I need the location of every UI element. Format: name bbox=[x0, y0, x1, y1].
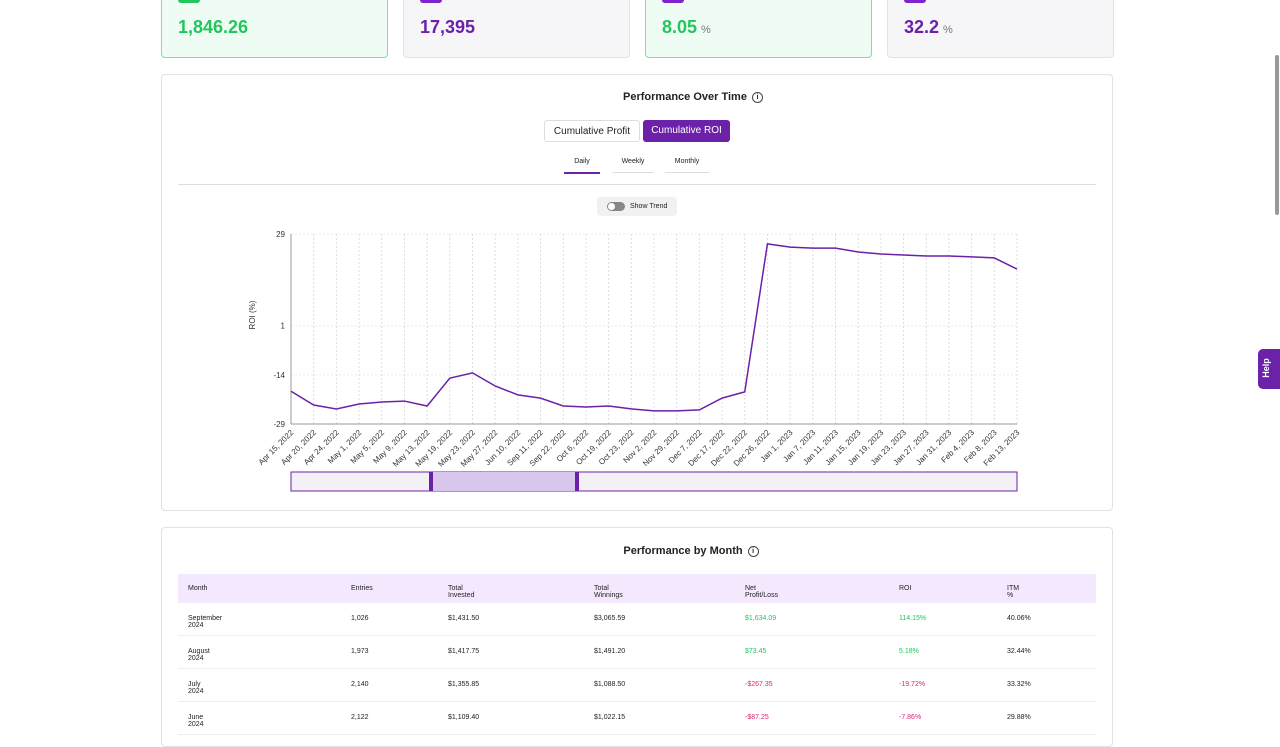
y-tick-label: 1 bbox=[281, 322, 286, 331]
y-tick-label: -29 bbox=[273, 420, 285, 429]
table-cell: $1,431.50 bbox=[448, 615, 480, 622]
table-cell: $1,088.50 bbox=[594, 681, 626, 688]
table-cell: $1,109.40 bbox=[448, 714, 480, 721]
chart-card bbox=[161, 74, 1113, 511]
stat-value: 1,846.26 bbox=[178, 17, 249, 37]
table-cell: $3,065.59 bbox=[594, 615, 626, 622]
tab[interactable]: Weekly bbox=[612, 158, 654, 173]
stat-value: 17,395 bbox=[420, 17, 476, 37]
stat-unit: % bbox=[943, 24, 953, 36]
column-header: ROI bbox=[899, 585, 912, 592]
brush-handle[interactable] bbox=[575, 472, 579, 491]
stat-card: 8.05% bbox=[645, 0, 872, 58]
stat-unit: % bbox=[701, 24, 711, 36]
table-cell: $1,417.75 bbox=[448, 648, 480, 655]
table-header bbox=[178, 574, 1096, 603]
y-axis-label: ROI (%) bbox=[248, 300, 257, 329]
table-cell: $1,355.85 bbox=[448, 681, 480, 688]
stat-value: 32.2 bbox=[904, 17, 940, 37]
table-cell: 1,026 bbox=[351, 615, 369, 622]
column-header: Net Profit/Loss bbox=[745, 585, 779, 599]
roi-button[interactable]: Cumulative ROI bbox=[643, 120, 730, 142]
table-cell: -$267.35 bbox=[745, 681, 773, 688]
column-header: ITM % bbox=[1007, 585, 1020, 599]
table-cell: $1,491.20 bbox=[594, 648, 626, 655]
stat-value: 8.05 bbox=[662, 17, 698, 37]
table-cell: -7.86% bbox=[899, 714, 922, 721]
brush-handle[interactable] bbox=[429, 472, 433, 491]
table-cell: 32.44% bbox=[1007, 648, 1031, 655]
table-cell: 5.18% bbox=[899, 648, 919, 655]
table-title: Performance by Month i bbox=[161, 545, 1221, 557]
table-cell: 2,122 bbox=[351, 714, 369, 721]
table-card bbox=[161, 527, 1113, 747]
column-header: Entries bbox=[351, 585, 373, 592]
table-cell: July 2024 bbox=[188, 681, 204, 695]
table-cell: -19.72% bbox=[899, 681, 926, 688]
table-cell: 1,973 bbox=[351, 648, 369, 655]
column-header: Month bbox=[188, 585, 208, 592]
y-tick-label: 29 bbox=[276, 230, 285, 239]
table-cell: 40.06% bbox=[1007, 615, 1031, 622]
stat-card: 1,846.26 bbox=[161, 0, 388, 58]
divider bbox=[178, 184, 1096, 185]
row-divider bbox=[178, 701, 1096, 702]
trend-toggle[interactable]: Show Trend bbox=[597, 197, 677, 216]
table-cell: 2,140 bbox=[351, 681, 369, 688]
y-tick-label: -14 bbox=[273, 371, 285, 380]
stat-card: 17,395 bbox=[403, 0, 630, 58]
column-header: Total Winnings bbox=[594, 585, 623, 599]
row-divider bbox=[178, 668, 1096, 669]
table-cell: June 2024 bbox=[188, 714, 204, 728]
line bbox=[290, 242, 1018, 412]
tab[interactable]: Daily bbox=[564, 158, 600, 174]
table-cell: -$87.25 bbox=[745, 714, 769, 721]
profit-button[interactable]: Cumulative Profit bbox=[544, 120, 640, 142]
brush-selection[interactable] bbox=[431, 472, 577, 491]
table-cell: $1,634.09 bbox=[745, 615, 777, 622]
table-cell: $73.45 bbox=[745, 648, 767, 655]
table-cell: 33.32% bbox=[1007, 681, 1031, 688]
help-tab[interactable]: Help bbox=[1258, 349, 1280, 389]
chart-title: Performance Over Time i bbox=[161, 91, 1225, 103]
table-cell: September 2024 bbox=[188, 615, 223, 629]
brush[interactable] bbox=[290, 471, 1018, 492]
table-cell: $1,022.15 bbox=[594, 714, 626, 721]
row-divider bbox=[178, 635, 1096, 636]
row-divider bbox=[178, 734, 1096, 735]
table-cell: 114.15% bbox=[899, 615, 927, 622]
scrollbar[interactable] bbox=[1275, 55, 1279, 215]
table-cell: 29.88% bbox=[1007, 714, 1031, 721]
tab[interactable]: Monthly bbox=[665, 158, 709, 173]
page: 1,846.26 17,395 8.05% 32.2% Performance … bbox=[161, 0, 1280, 747]
column-header: Total Invested bbox=[448, 585, 475, 599]
table-cell: August 2024 bbox=[188, 648, 210, 662]
stat-card: 32.2% bbox=[887, 0, 1114, 58]
